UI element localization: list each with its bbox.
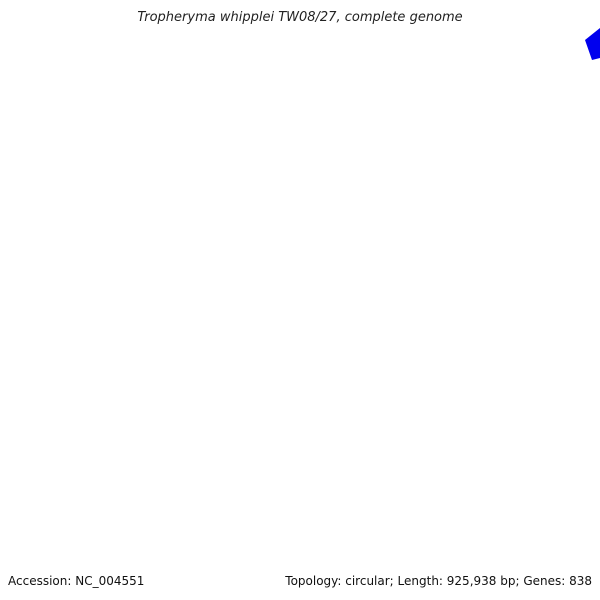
genome-summary-text: Topology: circular; Length: 925,938 bp; … bbox=[285, 574, 592, 588]
map-title: Tropheryma whipplei TW08/27, complete ge… bbox=[137, 10, 463, 25]
accession-text: Accession: NC_004551 bbox=[8, 574, 145, 588]
top-right-feature bbox=[585, 28, 600, 60]
blue-feature-block bbox=[585, 28, 600, 60]
